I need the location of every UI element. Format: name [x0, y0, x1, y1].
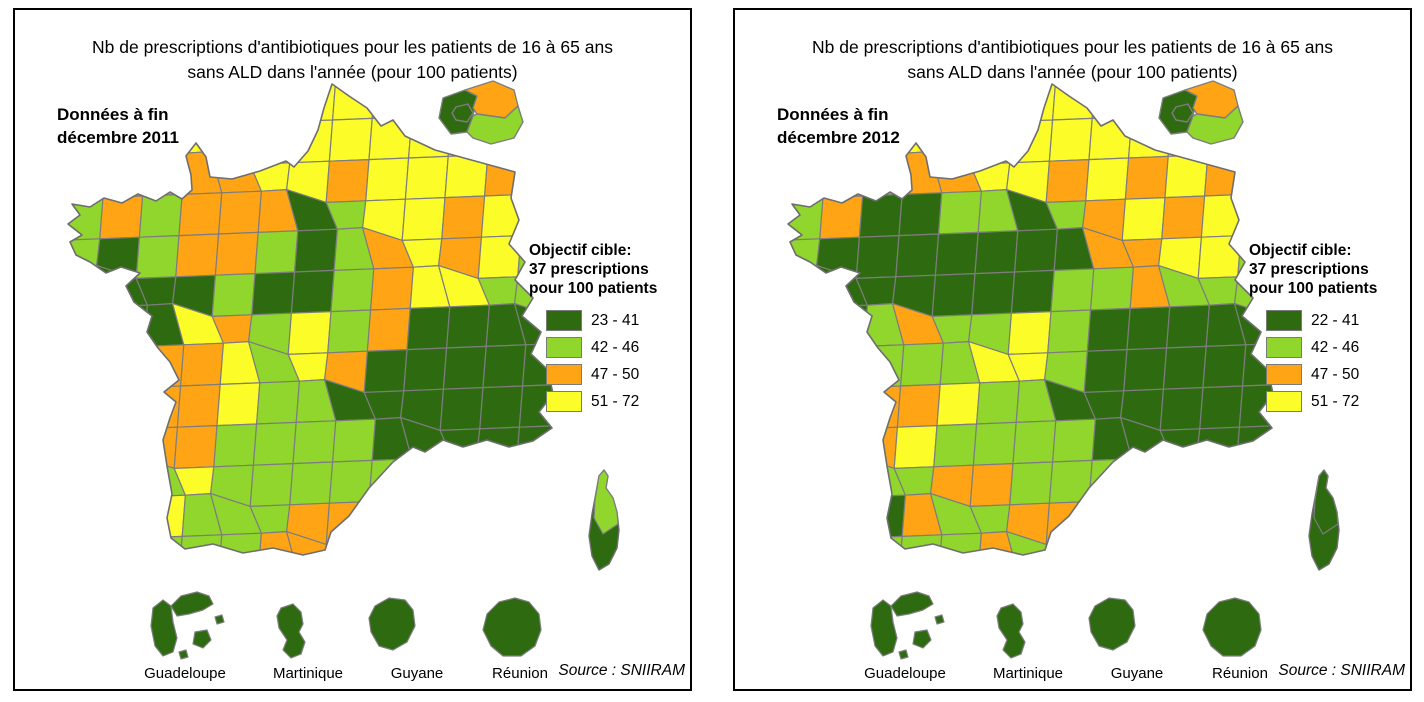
legend-range-label: 47 - 50: [591, 365, 640, 383]
overseas-label-guyane: Guyane: [1110, 665, 1164, 682]
legend-range-label: 42 - 46: [1311, 338, 1360, 356]
legend-item: 51 - 72: [1249, 388, 1411, 415]
panel-title-line1: Nb de prescriptions d'antibiotiques pour…: [812, 37, 1333, 57]
data-date-label-line1: Données à fin: [57, 105, 169, 124]
legend-title-line3: pour 100 patients: [1249, 280, 1378, 297]
legend-title-line3: pour 100 patients: [529, 280, 658, 297]
overseas-label-guadeloupe: Guadeloupe: [864, 665, 946, 682]
overseas-label-martinique: Martinique: [992, 665, 1064, 682]
legend-swatch: [1266, 310, 1302, 331]
legend-items: 22 - 41 42 - 46 47 - 50 51 - 72: [1249, 307, 1411, 415]
legend-swatch: [546, 310, 582, 331]
legend: Objectif cible: 37 prescriptions pour 10…: [1249, 241, 1411, 415]
departments-layer: [68, 84, 553, 555]
map-panel-2012: Nb de prescriptions d'antibiotiques pour…: [733, 8, 1412, 691]
corsica: [1308, 469, 1340, 571]
overseas-islands: [870, 591, 1262, 660]
data-date-label-line1: Données à fin: [777, 105, 889, 124]
legend-item: 23 - 41: [529, 307, 691, 334]
legend-items: 23 - 41 42 - 46 47 - 50 51 - 72: [529, 307, 691, 415]
data-date-label: Données à fin décembre 2011: [57, 103, 179, 149]
panel-title: Nb de prescriptions d'antibiotiques pour…: [735, 35, 1410, 85]
legend-title-line1: Objectif cible:: [529, 242, 632, 259]
legend-range-label: 51 - 72: [591, 392, 640, 410]
legend-item: 47 - 50: [1249, 361, 1411, 388]
panel-title-line2: sans ALD dans l'année (pour 100 patients…: [187, 62, 518, 82]
source-credit: Source : SNIIRAM: [558, 662, 685, 679]
data-date-label-line2: décembre 2011: [57, 128, 179, 147]
legend-title-line2: 37 prescriptions: [529, 261, 649, 278]
idf-inset: [438, 80, 524, 145]
legend-swatch: [546, 364, 582, 385]
legend-title-line2: 37 prescriptions: [1249, 261, 1369, 278]
overseas-label-martinique: Martinique: [272, 665, 344, 682]
legend-range-label: 42 - 46: [591, 338, 640, 356]
legend-title-line1: Objectif cible:: [1249, 242, 1352, 259]
legend-item: 22 - 41: [1249, 307, 1411, 334]
data-date-label: Données à fin décembre 2012: [777, 103, 900, 149]
legend-swatch: [1266, 337, 1302, 358]
departments-layer: [788, 84, 1273, 555]
legend: Objectif cible: 37 prescriptions pour 10…: [529, 241, 691, 415]
legend-item: 42 - 46: [1249, 334, 1411, 361]
legend-range-label: 47 - 50: [1311, 365, 1360, 383]
legend-range-label: 22 - 41: [1311, 311, 1360, 329]
source-credit: Source : SNIIRAM: [1278, 662, 1405, 679]
legend-title: Objectif cible: 37 prescriptions pour 10…: [1249, 241, 1411, 298]
panel-title-line2: sans ALD dans l'année (pour 100 patients…: [907, 62, 1238, 82]
legend-item: 42 - 46: [529, 334, 691, 361]
france-outline: [67, 83, 554, 556]
france-choropleth-map-2012: [787, 80, 1340, 660]
legend-swatch: [546, 337, 582, 358]
corsica: [588, 469, 620, 571]
panel-title: Nb de prescriptions d'antibiotiques pour…: [15, 35, 690, 85]
overseas-label-guadeloupe: Guadeloupe: [144, 665, 226, 682]
overseas-label-reunion: Réunion: [492, 665, 548, 682]
overseas-islands: [150, 591, 542, 660]
legend-item: 51 - 72: [529, 388, 691, 415]
idf-inset: [1158, 80, 1244, 145]
panel-title-line1: Nb de prescriptions d'antibiotiques pour…: [92, 37, 613, 57]
legend-swatch: [1266, 364, 1302, 385]
overseas-label-guyane: Guyane: [390, 665, 444, 682]
data-date-label-line2: décembre 2012: [777, 128, 900, 147]
legend-range-label: 23 - 41: [591, 311, 640, 329]
legend-swatch: [1266, 391, 1302, 412]
overseas-label-reunion: Réunion: [1212, 665, 1268, 682]
legend-swatch: [546, 391, 582, 412]
france-choropleth-map-2011: [67, 80, 620, 660]
legend-range-label: 51 - 72: [1311, 392, 1360, 410]
map-panel-2011: Nb de prescriptions d'antibiotiques pour…: [13, 8, 692, 691]
france-outline: [787, 83, 1274, 556]
legend-item: 47 - 50: [529, 361, 691, 388]
legend-title: Objectif cible: 37 prescriptions pour 10…: [529, 241, 691, 298]
